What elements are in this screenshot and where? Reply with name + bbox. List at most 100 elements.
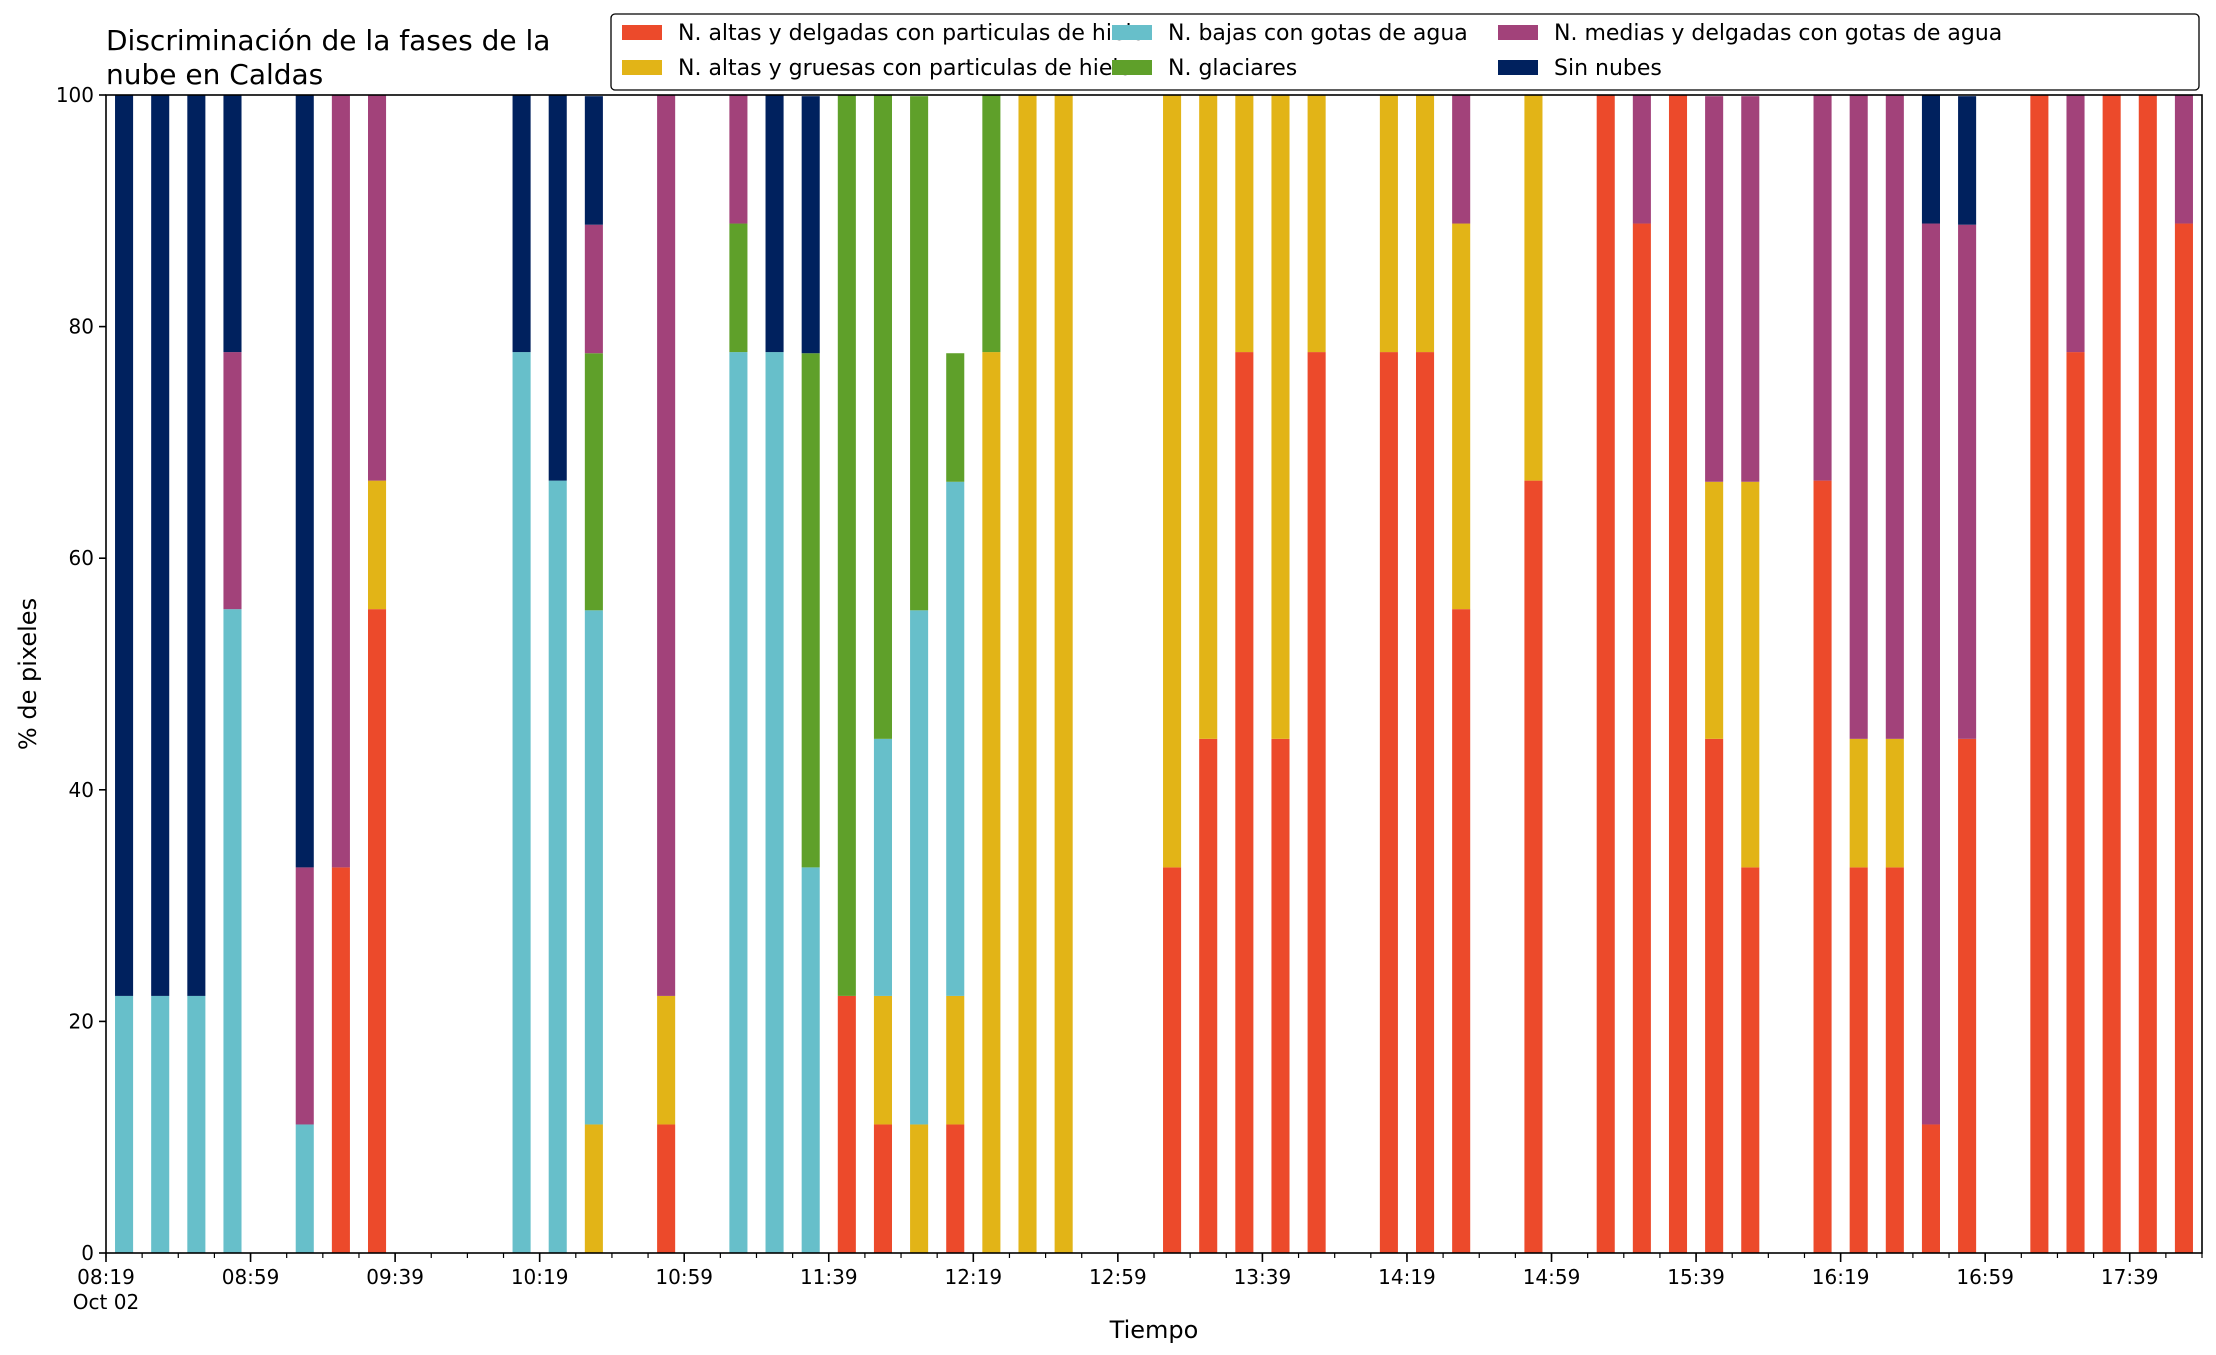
bar-segment-5-0914	[295, 867, 314, 1125]
bar-segment-2-1344	[1271, 95, 1290, 739]
bar-segment-1-1744	[2138, 95, 2157, 1253]
bar-segment-3-1114	[729, 352, 748, 1254]
x-tick-label: 12:59	[1089, 1265, 1147, 1289]
bar-segment-1-1634	[1885, 867, 1904, 1253]
bar-segment-5-1614	[1813, 95, 1832, 481]
y-tick-label: 60	[69, 546, 94, 570]
x-tick-label: 08:19	[77, 1265, 135, 1289]
legend-swatch	[1498, 60, 1538, 75]
bar-segment-4-1034	[584, 353, 603, 611]
bar-segment-1-1624	[1849, 867, 1868, 1253]
x-tick-label: 09:39	[366, 1265, 424, 1289]
bar-segment-2-1244	[1054, 95, 1073, 1253]
legend-label: N. glaciares	[1168, 56, 1297, 81]
x-tick-label: 17:39	[2101, 1265, 2159, 1289]
x-axis-label: Tiempo	[1109, 1316, 1199, 1344]
bar-segment-5-1434	[1452, 95, 1471, 224]
bar-segment-1-1654	[1958, 738, 1977, 1253]
y-tick-label: 100	[56, 83, 94, 107]
bar-segment-3-0914	[295, 1124, 314, 1253]
x-tick-label: 10:19	[511, 1265, 569, 1289]
bar-segment-6-0914	[295, 95, 314, 868]
bar-segment-1-1214	[946, 1124, 965, 1253]
bar-segment-2-1334	[1235, 95, 1254, 353]
y-tick-label: 40	[69, 778, 94, 802]
bar-segment-2-1224	[982, 352, 1001, 1254]
bar-segment-1-1054	[657, 1124, 676, 1253]
bar-segment-1-1514	[1596, 95, 1615, 1253]
bar-segment-4-1214	[946, 353, 965, 482]
bar-segment-3-1134	[801, 867, 820, 1253]
bar-segment-5-1554	[1741, 96, 1760, 482]
bar-segment-2-1214	[946, 995, 965, 1125]
bar-segment-5-1524	[1632, 95, 1651, 224]
bar-segment-3-1024	[548, 480, 567, 1253]
bar-segment-3-1034	[584, 610, 603, 1125]
x-tick-label: 15:39	[1667, 1265, 1725, 1289]
bar-segment-3-0844	[187, 995, 206, 1253]
bar-segment-2-1054	[657, 995, 676, 1125]
bar-segment-6-1134	[801, 96, 820, 354]
legend-label: Sin nubes	[1554, 56, 1662, 81]
bar-segment-6-1034	[584, 96, 603, 225]
x-tick-label: 08:59	[222, 1265, 280, 1289]
bars-layer	[115, 95, 2193, 1254]
legend-label: N. bajas con gotas de agua	[1168, 21, 1468, 46]
legend-swatch	[1112, 60, 1152, 75]
bar-segment-1-1144	[837, 995, 856, 1253]
bar-segment-4-1144	[837, 95, 856, 996]
bar-segment-6-1654	[1958, 96, 1977, 225]
bar-segment-1-1434	[1452, 609, 1471, 1253]
bar-segment-3-1124	[765, 352, 784, 1254]
bar-segment-1-1544	[1705, 738, 1724, 1253]
bar-segment-2-1544	[1705, 481, 1724, 739]
chart-title-line-2: nube en Caldas	[106, 58, 323, 91]
legend: N. altas y delgadas con particulas de hi…	[610, 13, 2200, 91]
legend-swatch	[622, 25, 662, 40]
bar-segment-1-1614	[1813, 480, 1832, 1253]
legend-swatch	[1112, 25, 1152, 40]
y-axis-label: % de pixeles	[14, 598, 42, 750]
bar-segment-6-0844	[187, 95, 206, 996]
bar-segment-6-1024	[548, 95, 567, 481]
bar-segment-2-1434	[1452, 223, 1471, 610]
bar-segment-3-1014	[512, 352, 531, 1254]
bar-segment-5-1054	[657, 95, 676, 996]
bar-segment-6-0824	[115, 95, 134, 996]
legend-label: N. altas y gruesas con particulas de hie…	[678, 56, 1132, 81]
bar-segment-6-1014	[512, 95, 531, 353]
legend-box	[610, 13, 2200, 91]
bar-segment-1-1154	[873, 1124, 892, 1253]
bar-segment-3-1204	[910, 610, 929, 1125]
x-tick-label: 10:59	[655, 1265, 713, 1289]
bar-segment-5-1754	[2174, 95, 2193, 224]
bar-segment-2-1354	[1307, 95, 1326, 353]
bar-segment-4-1134	[801, 353, 820, 868]
bar-segment-2-1204	[910, 1124, 929, 1253]
legend-label: N. medias y delgadas con gotas de agua	[1554, 21, 2002, 46]
x-tick-label: 11:39	[800, 1265, 858, 1289]
chart-title-line-1: Discriminación de la fases de la	[106, 24, 550, 57]
bar-segment-1-1454	[1524, 480, 1543, 1253]
y-tick-label: 20	[69, 1009, 94, 1033]
legend-swatch	[622, 60, 662, 75]
bar-segment-1-1344	[1271, 738, 1290, 1253]
bar-segment-4-1204	[910, 96, 929, 611]
bar-segment-1-1714	[2030, 95, 2049, 1253]
bar-segment-4-1224	[982, 95, 1001, 353]
bar-segment-5-1624	[1849, 95, 1868, 739]
x-tick-label: 16:19	[1812, 1265, 1870, 1289]
bar-segment-4-1154	[873, 95, 892, 739]
bar-segment-5-1034	[584, 224, 603, 354]
x-date-label: Oct 02	[73, 1290, 139, 1314]
bar-segment-5-0924	[331, 95, 350, 868]
x-tick-label: 14:59	[1523, 1265, 1581, 1289]
bar-segment-5-1544	[1705, 96, 1724, 482]
bar-segment-1-1554	[1741, 867, 1760, 1253]
bar-segment-2-1414	[1379, 95, 1398, 353]
bar-segment-2-0934	[368, 480, 387, 610]
bar-segment-4-1114	[729, 223, 748, 353]
x-tick-label: 14:19	[1378, 1265, 1436, 1289]
